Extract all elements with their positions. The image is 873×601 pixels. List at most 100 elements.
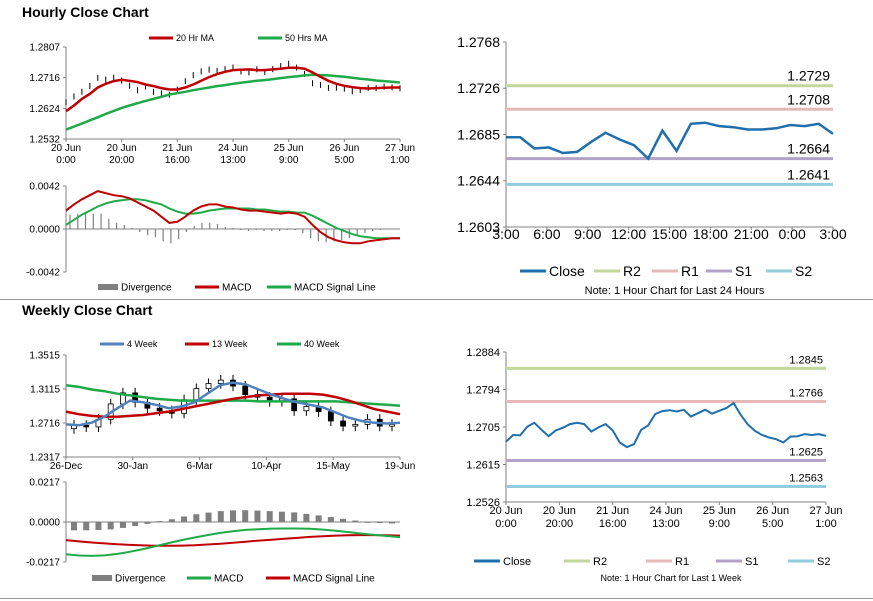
hourly-levels-y-tick-label: 1.2644	[457, 173, 500, 189]
weekly-levels-x-tick-label: 0:00	[495, 518, 516, 530]
ma-50-line	[65, 73, 401, 131]
weekly-divergence-bar	[71, 522, 77, 531]
weekly-levels-x-tick-label: 20:00	[546, 518, 574, 530]
hourly-price-x-tick-label: 26 Jun	[329, 143, 359, 154]
weekly-levels-x-tick-label: 9:00	[709, 518, 730, 530]
weekly-divergence-bar	[107, 522, 114, 530]
weekly-candle-body	[352, 423, 359, 427]
weekly-levels-legend-label: S2	[817, 556, 830, 568]
hourly-levels-level-label: 1.2664	[787, 141, 830, 157]
weekly-price-x-tick-label: 30-Jan	[118, 461, 149, 472]
weekly-divergence-bar	[132, 522, 139, 527]
weekly-levels-x-tick-label: 5:00	[762, 518, 783, 530]
weekly-price-x-tick-label: 10-Apr	[251, 461, 282, 472]
weekly-levels-y-tick-label: 1.2615	[466, 459, 500, 471]
hourly-macd-legend-label: MACD Signal Line	[294, 283, 376, 294]
hourly-levels-y-tick-label: 1.2768	[457, 34, 500, 50]
weekly-levels-level-label: 1.2766	[789, 387, 823, 399]
weekly-levels-level-label: 1.2845	[789, 354, 823, 366]
hourly-price-x-tick-label: 20:00	[109, 155, 134, 166]
weekly-macd-legend-label: Divergence	[115, 574, 166, 585]
weekly-price-legend-label: 40 Week	[304, 339, 340, 349]
weekly-candle-body	[242, 385, 249, 395]
weekly-divergence-bar	[376, 522, 383, 523]
weekly-levels-legend-label: S1	[745, 556, 758, 568]
weekly-levels-x-tick-label: 21 Jun	[596, 505, 629, 517]
hourly-price-x-tick-label: 1:00	[390, 155, 410, 166]
hourly-levels-level-label: 1.2641	[787, 166, 830, 182]
weekly-levels-y-tick-label: 1.2705	[466, 422, 500, 434]
hourly-levels-level-label: 1.2708	[787, 91, 830, 107]
hourly-price-y-tick-label: 1.2624	[29, 104, 60, 115]
weekly-candle-body	[217, 379, 224, 384]
hourly-price-x-tick-label: 5:00	[335, 155, 355, 166]
weekly-price-y-tick-label: 1.3115	[30, 385, 60, 396]
weekly-price-legend-label: 4 Week	[127, 339, 158, 349]
weekly-price-x-tick-label: 6-Mar	[187, 461, 214, 472]
hourly-levels-x-tick-label: 3:00	[492, 226, 519, 242]
weekly-levels-x-tick-label: 13:00	[652, 518, 680, 530]
weekly-divergence-bar	[242, 510, 249, 522]
weekly-divergence-bar	[205, 512, 212, 522]
weekly-divergence-bar	[327, 517, 334, 522]
weekly-levels-x-tick-label: 20 Jun	[543, 505, 576, 517]
macd-signal-line	[65, 198, 400, 240]
hourly-levels-y-tick-label: 1.2685	[457, 126, 500, 142]
weekly-levels-x-tick-label: 16:00	[599, 518, 627, 530]
weekly-candle-body	[205, 383, 212, 390]
weekly-macd-y-tick-label: 0.0000	[29, 518, 60, 529]
weekly-candle-body	[327, 411, 334, 422]
weekly-levels-legend-label: R1	[675, 556, 689, 568]
weekly-divergence-bar	[352, 520, 359, 522]
weekly-divergence-bar	[168, 519, 175, 522]
weekly-price-x-tick-label: 19-Jun	[385, 461, 416, 472]
hourly-price-x-tick-label: 16:00	[165, 155, 190, 166]
weekly-levels-x-tick-label: 25 Jun	[703, 505, 736, 517]
hourly-levels-x-tick-label: 6:00	[533, 226, 560, 242]
weekly-divergence-bar	[364, 521, 371, 523]
weekly-candle-body	[193, 388, 200, 401]
hourly-macd-legend-label: Divergence	[121, 283, 172, 294]
weekly-macd-y-tick-label: 0.0217	[29, 478, 60, 489]
hourly-levels-y-tick-label: 1.2726	[457, 80, 500, 96]
week-40-line	[65, 383, 401, 407]
weekly-levels-y-tick-label: 1.2794	[466, 384, 500, 396]
hourly-price-legend-label: 50 Hrs MA	[285, 33, 328, 43]
weekly-price-y-tick-label: 1.2317	[29, 453, 60, 464]
weekly-divergence-bar	[303, 513, 310, 522]
weekly-divergence-bar	[291, 512, 298, 522]
hourly-price-x-tick-label: 13:00	[220, 155, 245, 166]
weekly-divergence-bar	[340, 518, 347, 522]
weekly-macd-legend-swatch	[92, 575, 112, 581]
hourly-price-y-tick-label: 1.2532	[29, 135, 60, 146]
hourly-levels-close-line	[506, 121, 834, 161]
weekly-divergence-bar	[156, 521, 163, 523]
weekly-macd-y-tick-label: -0.0217	[26, 558, 60, 569]
weekly-divergence-bar	[254, 510, 261, 522]
weekly-levels-level-label: 1.2625	[789, 447, 823, 459]
hourly-price-y-tick-label: 1.2716	[29, 73, 60, 84]
hourly-levels-x-tick-label: 0:00	[779, 226, 806, 242]
hourly-macd-y-tick-label: 0.0042	[29, 182, 60, 193]
hourly-macd-legend-swatch	[98, 284, 118, 290]
hourly-price-x-tick-label: 20 Jun	[51, 143, 81, 154]
hourly-macd-y-tick-label: -0.0042	[26, 268, 60, 279]
bottom-divider	[0, 598, 873, 599]
hourly-levels-note: Note: 1 Hour Chart for Last 24 Hours	[585, 285, 765, 297]
weekly-divergence-bar	[315, 515, 322, 522]
hourly-price-x-tick-label: 21 Jun	[162, 143, 192, 154]
weekly-candle-body	[303, 406, 310, 412]
weekly-levels-x-tick-label: 26 Jun	[756, 505, 789, 517]
weekly-divergence-bar	[389, 522, 395, 524]
hourly-price-x-tick-label: 24 Jun	[218, 143, 248, 154]
weekly-levels-legend-label: R2	[593, 556, 607, 568]
hourly-levels-x-tick-label: 15:00	[652, 226, 687, 242]
weekly-macd-line	[65, 527, 401, 557]
hourly-levels-x-tick-label: 12:00	[611, 226, 646, 242]
hourly-levels-legend-label: S1	[735, 263, 752, 279]
weekly-macd-legend-label: MACD	[214, 574, 243, 585]
hourly-levels-x-tick-label: 18:00	[693, 226, 728, 242]
weekly-levels-note: Note: 1 Hour Chart for Last 1 Week	[601, 573, 742, 583]
hourly-price-x-tick-label: 0:00	[56, 155, 76, 166]
section-divider	[0, 299, 873, 300]
